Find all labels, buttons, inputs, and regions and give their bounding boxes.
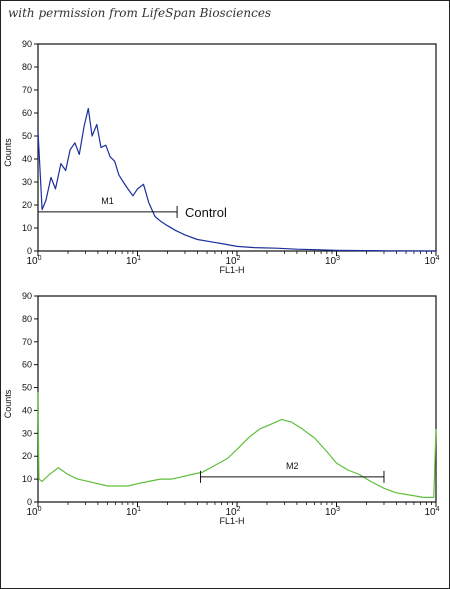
chart1-y-tick-label: 80 bbox=[22, 62, 32, 72]
chart1-y-tick-label: 0 bbox=[27, 246, 32, 256]
chart1-x-axis-label: FL1-H bbox=[219, 265, 244, 275]
chart1-y-axis-label: Counts bbox=[3, 138, 13, 167]
chart1-y-tick-label: 90 bbox=[22, 39, 32, 49]
chart2-y-axis-label: Counts bbox=[3, 389, 13, 418]
chart1-y-tick-label: 70 bbox=[22, 85, 32, 95]
chart2-x-tick-label: 103 bbox=[325, 506, 340, 518]
chart2-y-tick-label: 30 bbox=[22, 428, 32, 438]
chart2-x-tick-label: 104 bbox=[424, 506, 439, 518]
chart1-annotation-text: Control bbox=[185, 205, 227, 220]
chart1-x-tick-label: 101 bbox=[126, 255, 141, 267]
chart1-plot-frame bbox=[37, 43, 437, 252]
chart1-y-tick-label: 20 bbox=[22, 200, 32, 210]
chart2-x-tick-label: 100 bbox=[26, 506, 41, 518]
chart2-y-tick-label: 20 bbox=[22, 451, 32, 461]
chart1-marker-label: M1 bbox=[101, 196, 114, 206]
chart2-y-tick-label: 0 bbox=[27, 497, 32, 507]
chart2-y-tick-label: 80 bbox=[22, 314, 32, 324]
chart2-marker-label: M2 bbox=[286, 461, 299, 471]
chart1-y-tick-label: 60 bbox=[22, 108, 32, 118]
chart1-y-tick-label: 10 bbox=[22, 223, 32, 233]
chart1-x-tick-label: 103 bbox=[325, 255, 340, 267]
chart2-y-tick-label: 60 bbox=[22, 360, 32, 370]
chart1-y-tick-label: 50 bbox=[22, 131, 32, 141]
chart2-y-tick-label: 50 bbox=[22, 383, 32, 393]
chart2-y-tick-label: 40 bbox=[22, 405, 32, 415]
chart1-x-tick-label: 104 bbox=[424, 255, 439, 267]
chart2-series-line bbox=[37, 392, 437, 498]
chart1-y-tick-label: 40 bbox=[22, 154, 32, 164]
watermark-text: with permission from LifeSpan Bioscience… bbox=[8, 6, 272, 20]
chart2-plot-frame bbox=[37, 295, 437, 503]
chart2-x-tick-label: 101 bbox=[126, 506, 141, 518]
chart1-series-line bbox=[37, 107, 437, 252]
chart1-y-tick-label: 30 bbox=[22, 177, 32, 187]
chart2-y-tick-label: 90 bbox=[22, 291, 32, 301]
chart2-y-tick-label: 70 bbox=[22, 337, 32, 347]
chart2-x-axis-label: FL1-H bbox=[219, 516, 244, 526]
chart1-x-tick-label: 100 bbox=[26, 255, 41, 267]
chart2-y-tick-label: 10 bbox=[22, 474, 32, 484]
